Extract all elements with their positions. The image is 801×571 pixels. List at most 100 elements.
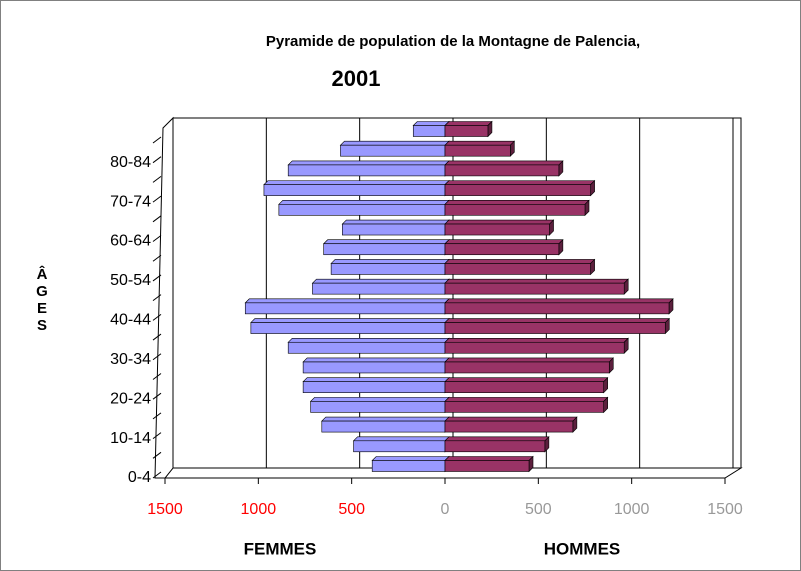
bar: [444, 125, 489, 137]
bar: [340, 144, 446, 157]
bar: [371, 460, 446, 472]
y-tick-mark: [152, 235, 162, 242]
chart-subtitle: 2001: [332, 66, 381, 91]
bar: [321, 420, 446, 433]
bar: [312, 282, 446, 295]
bar: [444, 440, 546, 453]
x-tick-label: 1500: [707, 501, 743, 518]
x-tick-label: 1000: [241, 501, 277, 518]
bar: [278, 204, 446, 216]
bar: [444, 144, 511, 157]
bar: [444, 420, 574, 433]
x-tick-label: 500: [525, 501, 552, 518]
bar: [444, 361, 610, 374]
x-tick-label: 1000: [614, 501, 650, 518]
bar-top: [309, 397, 450, 402]
bar: [323, 243, 446, 256]
bar-top: [339, 140, 450, 146]
bar-top: [444, 180, 596, 185]
bar: [444, 401, 604, 413]
y-tick-mark: [152, 392, 162, 400]
bar: [310, 401, 446, 413]
bar: [444, 184, 591, 196]
y-tick-mark: [152, 176, 162, 183]
bar-top: [444, 337, 629, 343]
x-tick-label: 1500: [147, 501, 183, 518]
bar-top: [341, 219, 450, 225]
y-tick-label: 30-34: [110, 351, 151, 368]
y-tick-mark: [152, 412, 162, 420]
bar-top: [263, 180, 450, 185]
bar-top: [302, 377, 450, 382]
bar: [342, 223, 446, 236]
bar: [244, 302, 446, 315]
y-tick-mark: [152, 195, 162, 203]
bar: [287, 164, 446, 177]
y-tick-label: 60-64: [110, 233, 151, 250]
bar: [444, 263, 591, 275]
bar-top: [278, 200, 450, 205]
bar-top: [444, 318, 670, 323]
y-tick-label: 70-74: [110, 193, 151, 210]
bar-top: [444, 377, 609, 382]
bar-top: [444, 278, 629, 284]
y-tick-label: 0-4: [128, 469, 151, 486]
bar-top: [287, 337, 450, 343]
bar-top: [311, 278, 450, 284]
bar-top: [444, 160, 564, 166]
bar-top: [444, 397, 609, 402]
x-tick-label: 0: [441, 501, 450, 518]
chart-title: Pyramide de population de la Montagne de…: [266, 33, 640, 50]
bar-top: [371, 456, 450, 461]
bar: [444, 223, 550, 236]
bar: [444, 302, 670, 315]
bar: [353, 440, 446, 453]
bar: [250, 322, 446, 334]
bar: [263, 184, 446, 196]
bar: [444, 243, 560, 256]
y-tick-mark: [152, 156, 162, 164]
bar: [444, 204, 586, 216]
y-tick-mark: [152, 432, 162, 439]
x-tick-label: 500: [338, 501, 365, 518]
series-label: HOMMES: [544, 539, 621, 558]
bar-top: [444, 416, 578, 422]
bar: [302, 381, 446, 393]
y-tick-mark: [152, 215, 162, 223]
bar-top: [444, 456, 534, 461]
bar-top: [444, 357, 614, 363]
y-tick-mark: [152, 274, 162, 282]
bar: [287, 341, 446, 354]
bar-top: [250, 318, 450, 323]
bar-top: [287, 160, 450, 166]
y-tick-mark: [152, 353, 162, 361]
bar-top: [321, 416, 450, 422]
bar: [444, 381, 604, 393]
bar-top: [444, 298, 674, 304]
y-tick-mark: [152, 373, 162, 380]
bar-top: [244, 298, 450, 304]
bar-top: [444, 239, 564, 245]
y-tick-mark: [152, 471, 162, 479]
bar: [444, 322, 666, 334]
bar: [444, 341, 625, 354]
bar: [444, 164, 560, 177]
bar-top: [330, 259, 450, 264]
y-tick-mark: [152, 451, 162, 459]
bar-top: [444, 140, 516, 146]
bar: [302, 361, 446, 374]
bar-top: [444, 436, 550, 442]
bar-top: [444, 121, 493, 126]
bar: [444, 460, 530, 472]
bar-top: [412, 121, 450, 126]
y-axis-label: ÂGES: [34, 265, 51, 334]
y-tick-mark: [152, 333, 162, 341]
bar-top: [322, 239, 450, 245]
bar-top: [444, 219, 555, 225]
bar: [330, 263, 446, 275]
y-tick-label: 80-84: [110, 154, 151, 171]
bar-top: [444, 200, 590, 205]
series-label: FEMMES: [244, 539, 317, 558]
y-tick-mark: [152, 313, 162, 321]
